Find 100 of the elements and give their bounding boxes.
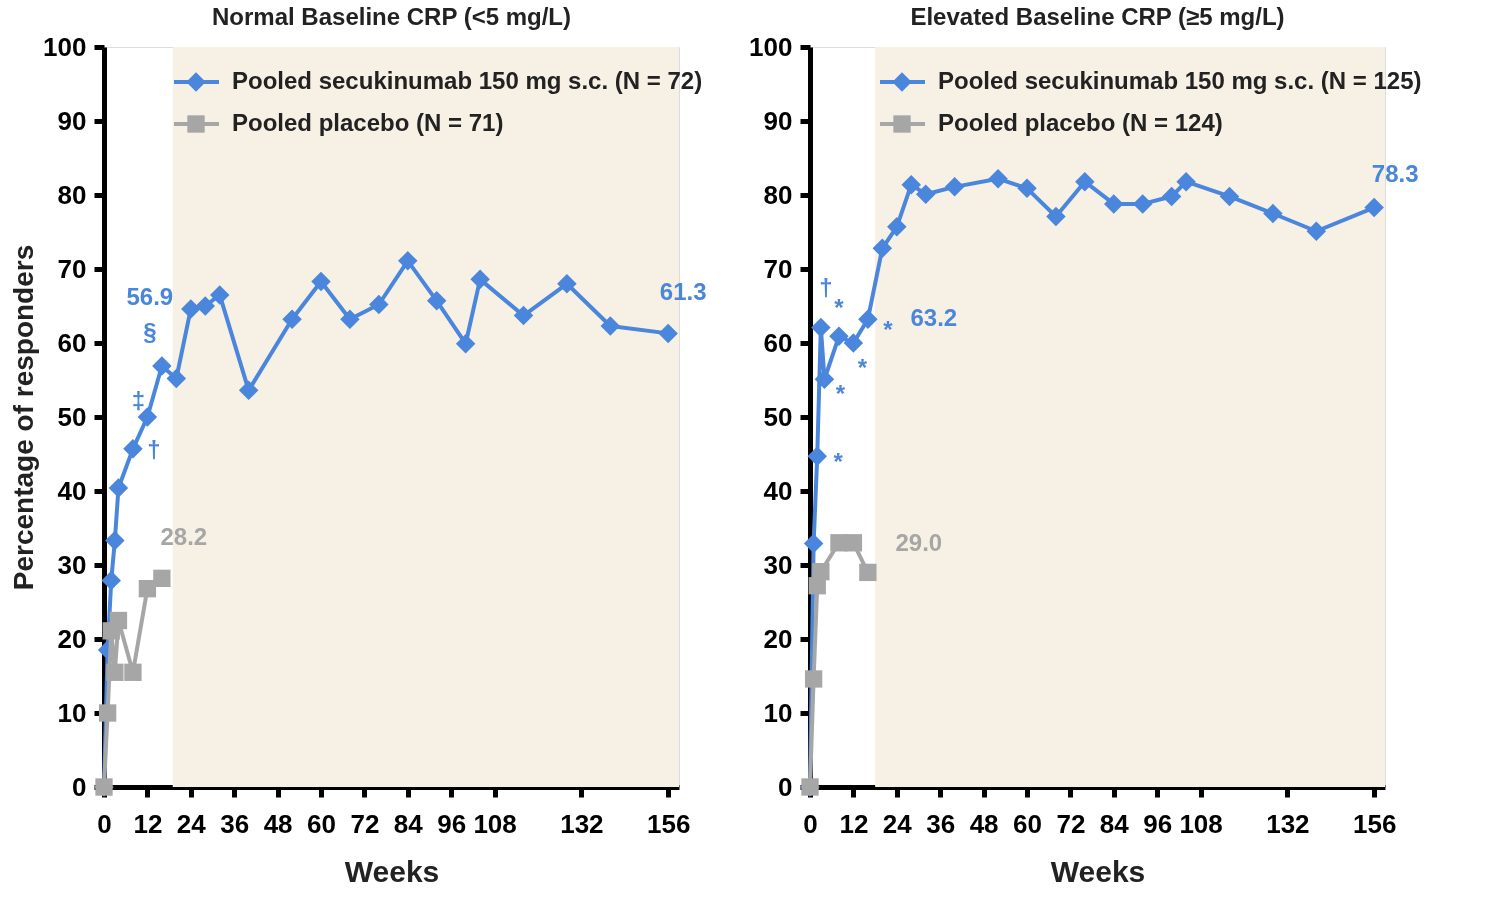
y-tick-label: 90 — [763, 105, 793, 136]
point — [658, 323, 678, 344]
x-tick-label: 156 — [646, 808, 691, 839]
y-tick-label: 10 — [57, 697, 87, 728]
y-tick-label: 100 — [749, 31, 793, 62]
annotation: ‡ — [131, 387, 146, 414]
x-tick-label: 132 — [1266, 808, 1310, 839]
y-tick-label: 50 — [763, 401, 793, 432]
point — [858, 309, 878, 330]
point — [1132, 194, 1153, 214]
y-tick-label: 60 — [57, 327, 87, 358]
x-tick-label: 36 — [220, 808, 250, 839]
point — [166, 368, 187, 389]
point — [153, 569, 171, 587]
point — [814, 369, 835, 390]
point — [106, 663, 124, 681]
y-tick-label: 30 — [763, 549, 793, 580]
x-tick-label: 12 — [839, 808, 869, 839]
y-tick-label: 10 — [763, 697, 793, 728]
point — [209, 285, 230, 305]
point — [915, 184, 936, 205]
point — [470, 269, 490, 290]
point — [988, 168, 1008, 189]
y-tick-label: 50 — [57, 401, 87, 432]
x-tick-label: 132 — [560, 808, 604, 839]
y-tick-label: 20 — [763, 623, 793, 654]
annotation: 56.9 — [126, 282, 174, 310]
x-tick-label: 24 — [176, 808, 207, 839]
annotation: 63.2 — [910, 304, 958, 332]
point — [872, 238, 893, 259]
y-tick-label: 30 — [57, 549, 87, 580]
x-tick-label: 0 — [97, 808, 112, 839]
x-tick-label: 36 — [926, 808, 956, 839]
point — [844, 534, 863, 552]
y-tick-label: 40 — [57, 475, 87, 506]
point — [238, 380, 259, 401]
x-tick-label: 24 — [882, 808, 913, 839]
x-tick-label: 156 — [1352, 808, 1397, 839]
point — [803, 533, 824, 554]
annotation: 61.3 — [659, 278, 707, 306]
point — [282, 309, 302, 330]
x-tick-label: 96 — [437, 808, 467, 839]
chart-title: Normal Baseline CRP (<5 mg/L) — [212, 3, 571, 30]
point — [829, 326, 849, 347]
y-tick-label: 60 — [763, 327, 793, 358]
point — [195, 296, 215, 316]
point — [123, 439, 143, 459]
point — [426, 291, 447, 311]
y-tick-label: 20 — [57, 623, 87, 654]
annotation: § — [143, 317, 157, 345]
y-tick-label: 70 — [763, 253, 793, 284]
point — [1161, 186, 1182, 207]
x-tick-label: 48 — [263, 808, 293, 839]
y-tick-label: 100 — [43, 31, 87, 62]
x-tick-label: 84 — [393, 808, 424, 839]
point — [804, 670, 823, 688]
legend-label: Pooled placebo (N = 71) — [232, 109, 504, 136]
point — [944, 177, 965, 197]
y-tick-label: 90 — [57, 105, 87, 136]
annotation: * — [857, 354, 868, 381]
x-tick-label: 108 — [1179, 808, 1223, 839]
y-tick-label: 80 — [763, 179, 793, 210]
annotation: * — [834, 294, 845, 322]
point — [152, 356, 172, 376]
x-axis-title: Weeks — [1050, 854, 1146, 888]
x-tick-label: 0 — [803, 808, 818, 839]
x-tick-label: 60 — [1013, 808, 1042, 839]
point — [811, 317, 831, 338]
x-tick-label: 48 — [969, 808, 999, 839]
y-tick-label: 80 — [57, 179, 87, 210]
x-axis-title: Weeks — [344, 854, 440, 888]
point — [1263, 203, 1283, 224]
point — [369, 294, 389, 315]
y-tick-label: 0 — [778, 771, 793, 802]
point — [1176, 171, 1196, 192]
annotation: * — [835, 380, 846, 408]
point — [513, 305, 534, 326]
chart-title: Elevated Baseline CRP (≥5 mg/L) — [910, 3, 1285, 30]
point — [843, 333, 864, 353]
x-tick-label: 72 — [350, 808, 380, 839]
x-tick-label: 12 — [133, 808, 163, 839]
point — [1017, 178, 1037, 199]
point — [600, 316, 621, 336]
point — [124, 663, 142, 681]
legend-label: Pooled placebo (N = 124) — [938, 109, 1223, 136]
point — [181, 299, 201, 319]
annotation: † — [819, 274, 833, 302]
annotation: 78.3 — [1371, 159, 1419, 187]
annotation: 29.0 — [895, 529, 943, 557]
point — [98, 704, 117, 722]
x-tick-label: 108 — [473, 808, 517, 839]
point — [1219, 186, 1240, 207]
point — [340, 309, 360, 330]
annotation: * — [883, 316, 894, 344]
point — [109, 611, 128, 630]
point — [1306, 221, 1327, 242]
legend-label: Pooled secukinumab 150 mg s.c. (N = 125) — [938, 67, 1422, 94]
y-tick-label: 0 — [72, 771, 87, 802]
annotation: * — [833, 448, 844, 476]
x-tick-label: 60 — [307, 808, 336, 839]
